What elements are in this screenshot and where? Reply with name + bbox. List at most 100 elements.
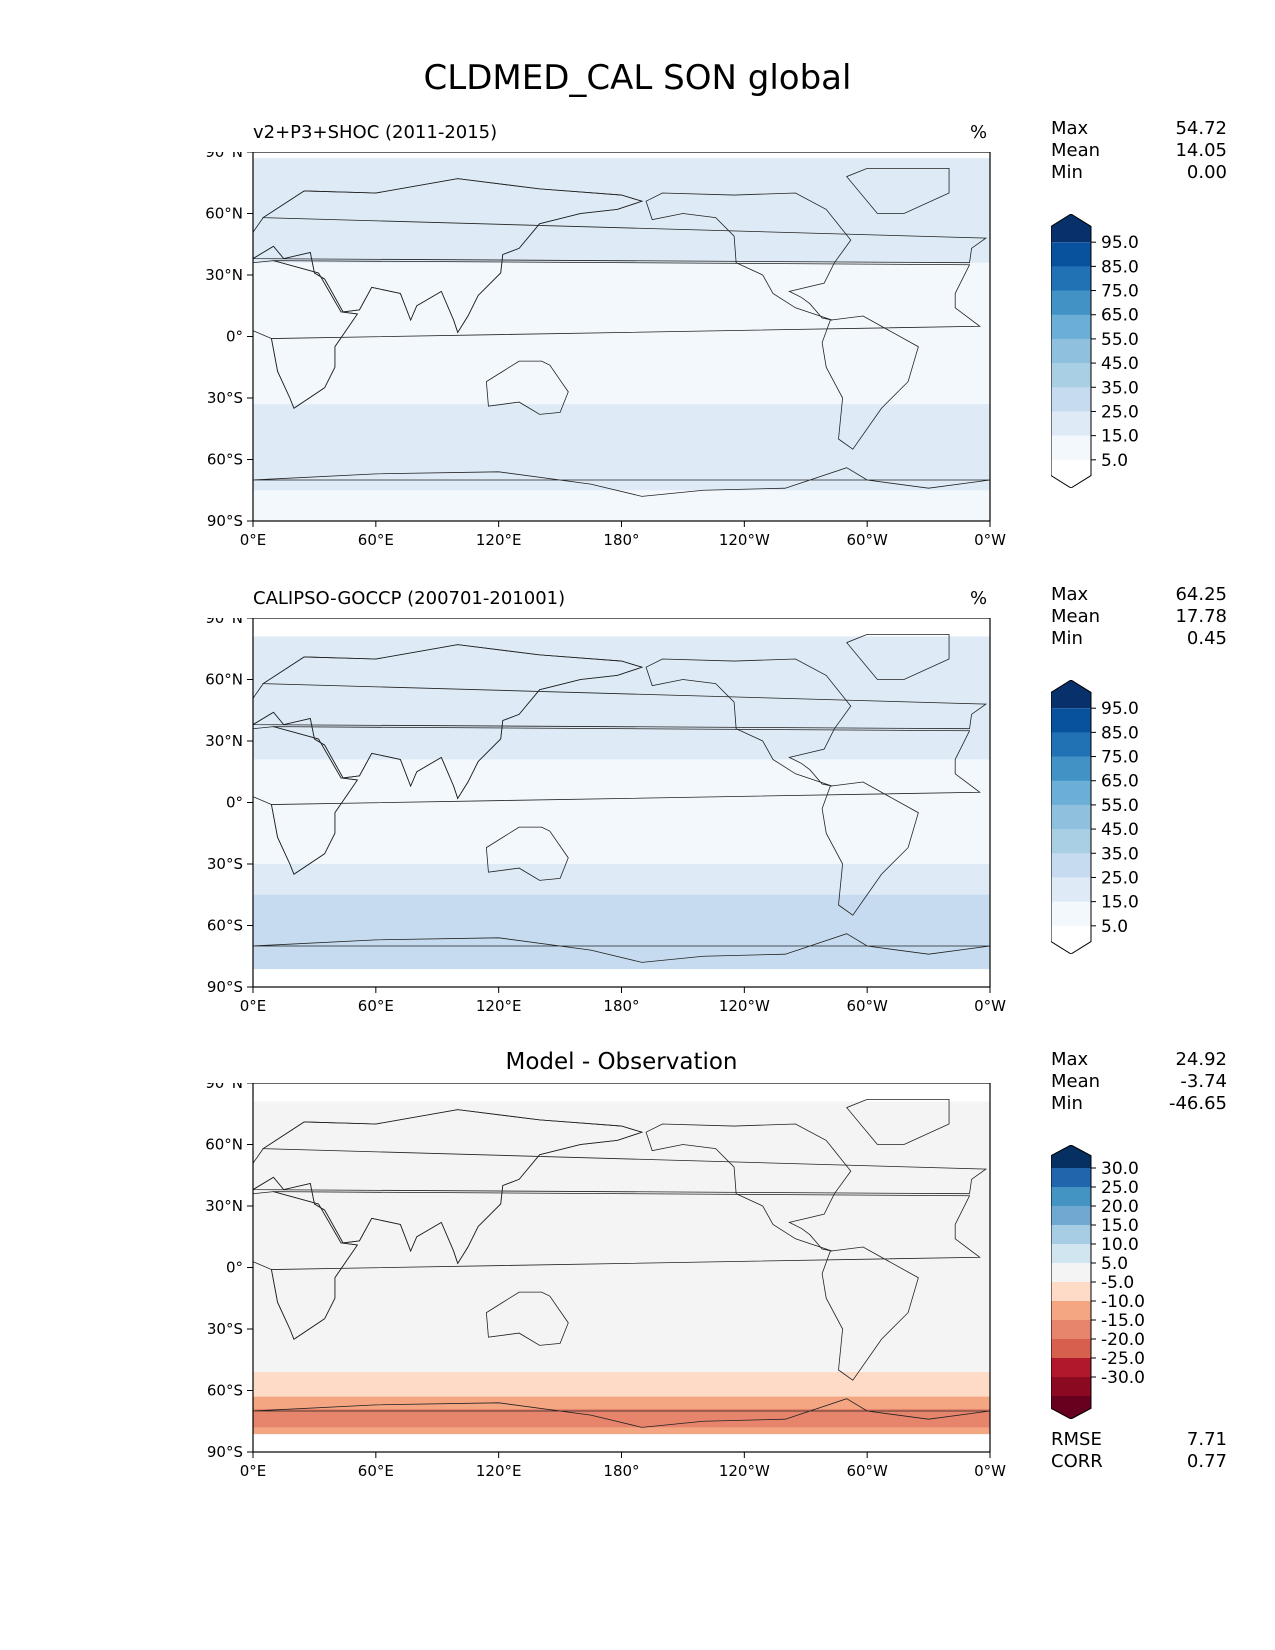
coastline-greenland — [846, 167, 950, 214]
lat-band — [253, 385, 990, 393]
colorbar-label: 20.0 — [1101, 1197, 1139, 1217]
lat-band — [253, 287, 990, 295]
lat-band — [253, 741, 990, 748]
lat-band — [253, 1372, 990, 1379]
lat-band — [253, 1169, 990, 1176]
colorbar-segment — [1051, 708, 1091, 733]
lat-band — [253, 784, 990, 791]
colorbar-segment — [1051, 242, 1091, 267]
lat-band — [253, 262, 990, 270]
lat-band — [253, 441, 990, 448]
y-tick-label: 60°S — [207, 917, 243, 935]
lat-band — [253, 1341, 990, 1349]
lat-band — [253, 1175, 990, 1182]
y-tick-label: 30°N — [205, 732, 243, 750]
y-tick-label: 90°N — [205, 152, 243, 161]
colorbar-label: 75.0 — [1101, 748, 1139, 768]
lat-band — [253, 428, 990, 436]
lat-band — [253, 673, 990, 681]
lat-band — [253, 888, 990, 896]
lat-band — [253, 1138, 990, 1146]
lat-band — [253, 361, 990, 368]
footer-label-corr: CORR — [1051, 1451, 1103, 1472]
colorbar-segment — [1051, 732, 1091, 758]
colorbar-segment — [1051, 901, 1091, 927]
colorbar-label: -10.0 — [1101, 1292, 1145, 1312]
colorbar-test: 95.0 85.0 75.0 65.0 55.0 45.0 35.0 25.0 15.0 5.0 — [1051, 214, 1139, 488]
lat-band — [253, 1396, 990, 1404]
coastline-north-america — [645, 1123, 852, 1252]
lat-band — [253, 1230, 990, 1238]
colorbar-label: 35.0 — [1101, 844, 1139, 864]
lat-band — [253, 496, 990, 504]
lat-band — [253, 195, 990, 202]
colorbar-segment — [1051, 266, 1091, 292]
lat-band — [253, 833, 990, 840]
colorbar-segment — [1051, 387, 1091, 412]
lat-band — [253, 250, 990, 258]
colorbar-label: 95.0 — [1101, 233, 1139, 253]
coastline-greenland — [846, 1098, 950, 1145]
colorbar-label: -15.0 — [1101, 1311, 1145, 1331]
colorbar-segment — [1051, 314, 1091, 340]
lat-band — [253, 814, 990, 822]
lat-band — [253, 1144, 990, 1152]
lat-band — [253, 354, 990, 362]
colorbar-segment — [1051, 1244, 1091, 1264]
lat-band — [253, 318, 990, 325]
coastline-south-america — [821, 781, 919, 916]
lat-band — [253, 1316, 990, 1324]
lat-band — [253, 182, 990, 190]
lat-band — [253, 790, 990, 797]
colorbar-label: -30.0 — [1101, 1368, 1145, 1388]
x-tick-label: 180° — [603, 997, 639, 1015]
x-tick-label: 180° — [603, 531, 639, 549]
colorbar-label: 15.0 — [1101, 427, 1139, 447]
colorbar-label: 65.0 — [1101, 306, 1139, 326]
map-panel-difference: 90°N 60°N 30°N 0° 30°S 60°S 90°S0°E 60°E 120°E 18… — [205, 1083, 1006, 1480]
lat-band — [253, 1132, 990, 1139]
lat-band — [253, 1224, 990, 1232]
lat-band — [253, 201, 990, 208]
lat-band — [253, 1408, 990, 1416]
lat-band — [253, 925, 990, 933]
colorbar-segment — [1051, 411, 1091, 437]
y-tick-label: 0° — [226, 328, 243, 346]
lat-band — [253, 1156, 990, 1164]
stat-label-mean: Mean — [1051, 140, 1101, 161]
lat-band — [253, 398, 990, 405]
colorbar-outline — [1051, 1145, 1092, 1419]
lat-band — [253, 256, 990, 264]
stat-value-min: 0.00 — [1186, 162, 1227, 183]
lat-band — [253, 367, 990, 374]
coastline-australia — [485, 360, 569, 415]
colorbar-segment — [1051, 1206, 1091, 1226]
colorbar-segment — [1051, 925, 1091, 954]
stat-label-min: Min — [1051, 162, 1083, 183]
colorbar-label: 55.0 — [1101, 330, 1139, 350]
figure-title: CLDMED_CAL SON global — [423, 58, 852, 98]
lat-band — [253, 225, 990, 233]
stat-value-min: 0.45 — [1186, 628, 1227, 649]
x-tick-label: 0°E — [240, 531, 267, 549]
lat-band — [253, 1218, 990, 1226]
y-tick-label: 30°S — [207, 855, 243, 873]
colorbar-label: 25.0 — [1101, 402, 1139, 422]
lat-band — [253, 508, 990, 516]
y-tick-label: 90°N — [205, 1083, 243, 1092]
lat-band — [253, 716, 990, 724]
x-tick-label: 60°E — [358, 531, 394, 549]
lat-band — [253, 827, 990, 834]
lat-band — [253, 808, 990, 816]
colorbar-segment — [1051, 804, 1091, 830]
coastline-north-america — [645, 658, 852, 787]
lat-band — [253, 484, 990, 491]
lat-band — [253, 1113, 990, 1121]
lat-band — [253, 1347, 990, 1355]
lat-band — [253, 1212, 990, 1219]
lat-band — [253, 642, 990, 650]
lat-band — [253, 1329, 990, 1336]
stat-label-mean: Mean — [1051, 606, 1101, 627]
coastline-south-america — [821, 1246, 919, 1381]
lat-band — [253, 907, 990, 914]
